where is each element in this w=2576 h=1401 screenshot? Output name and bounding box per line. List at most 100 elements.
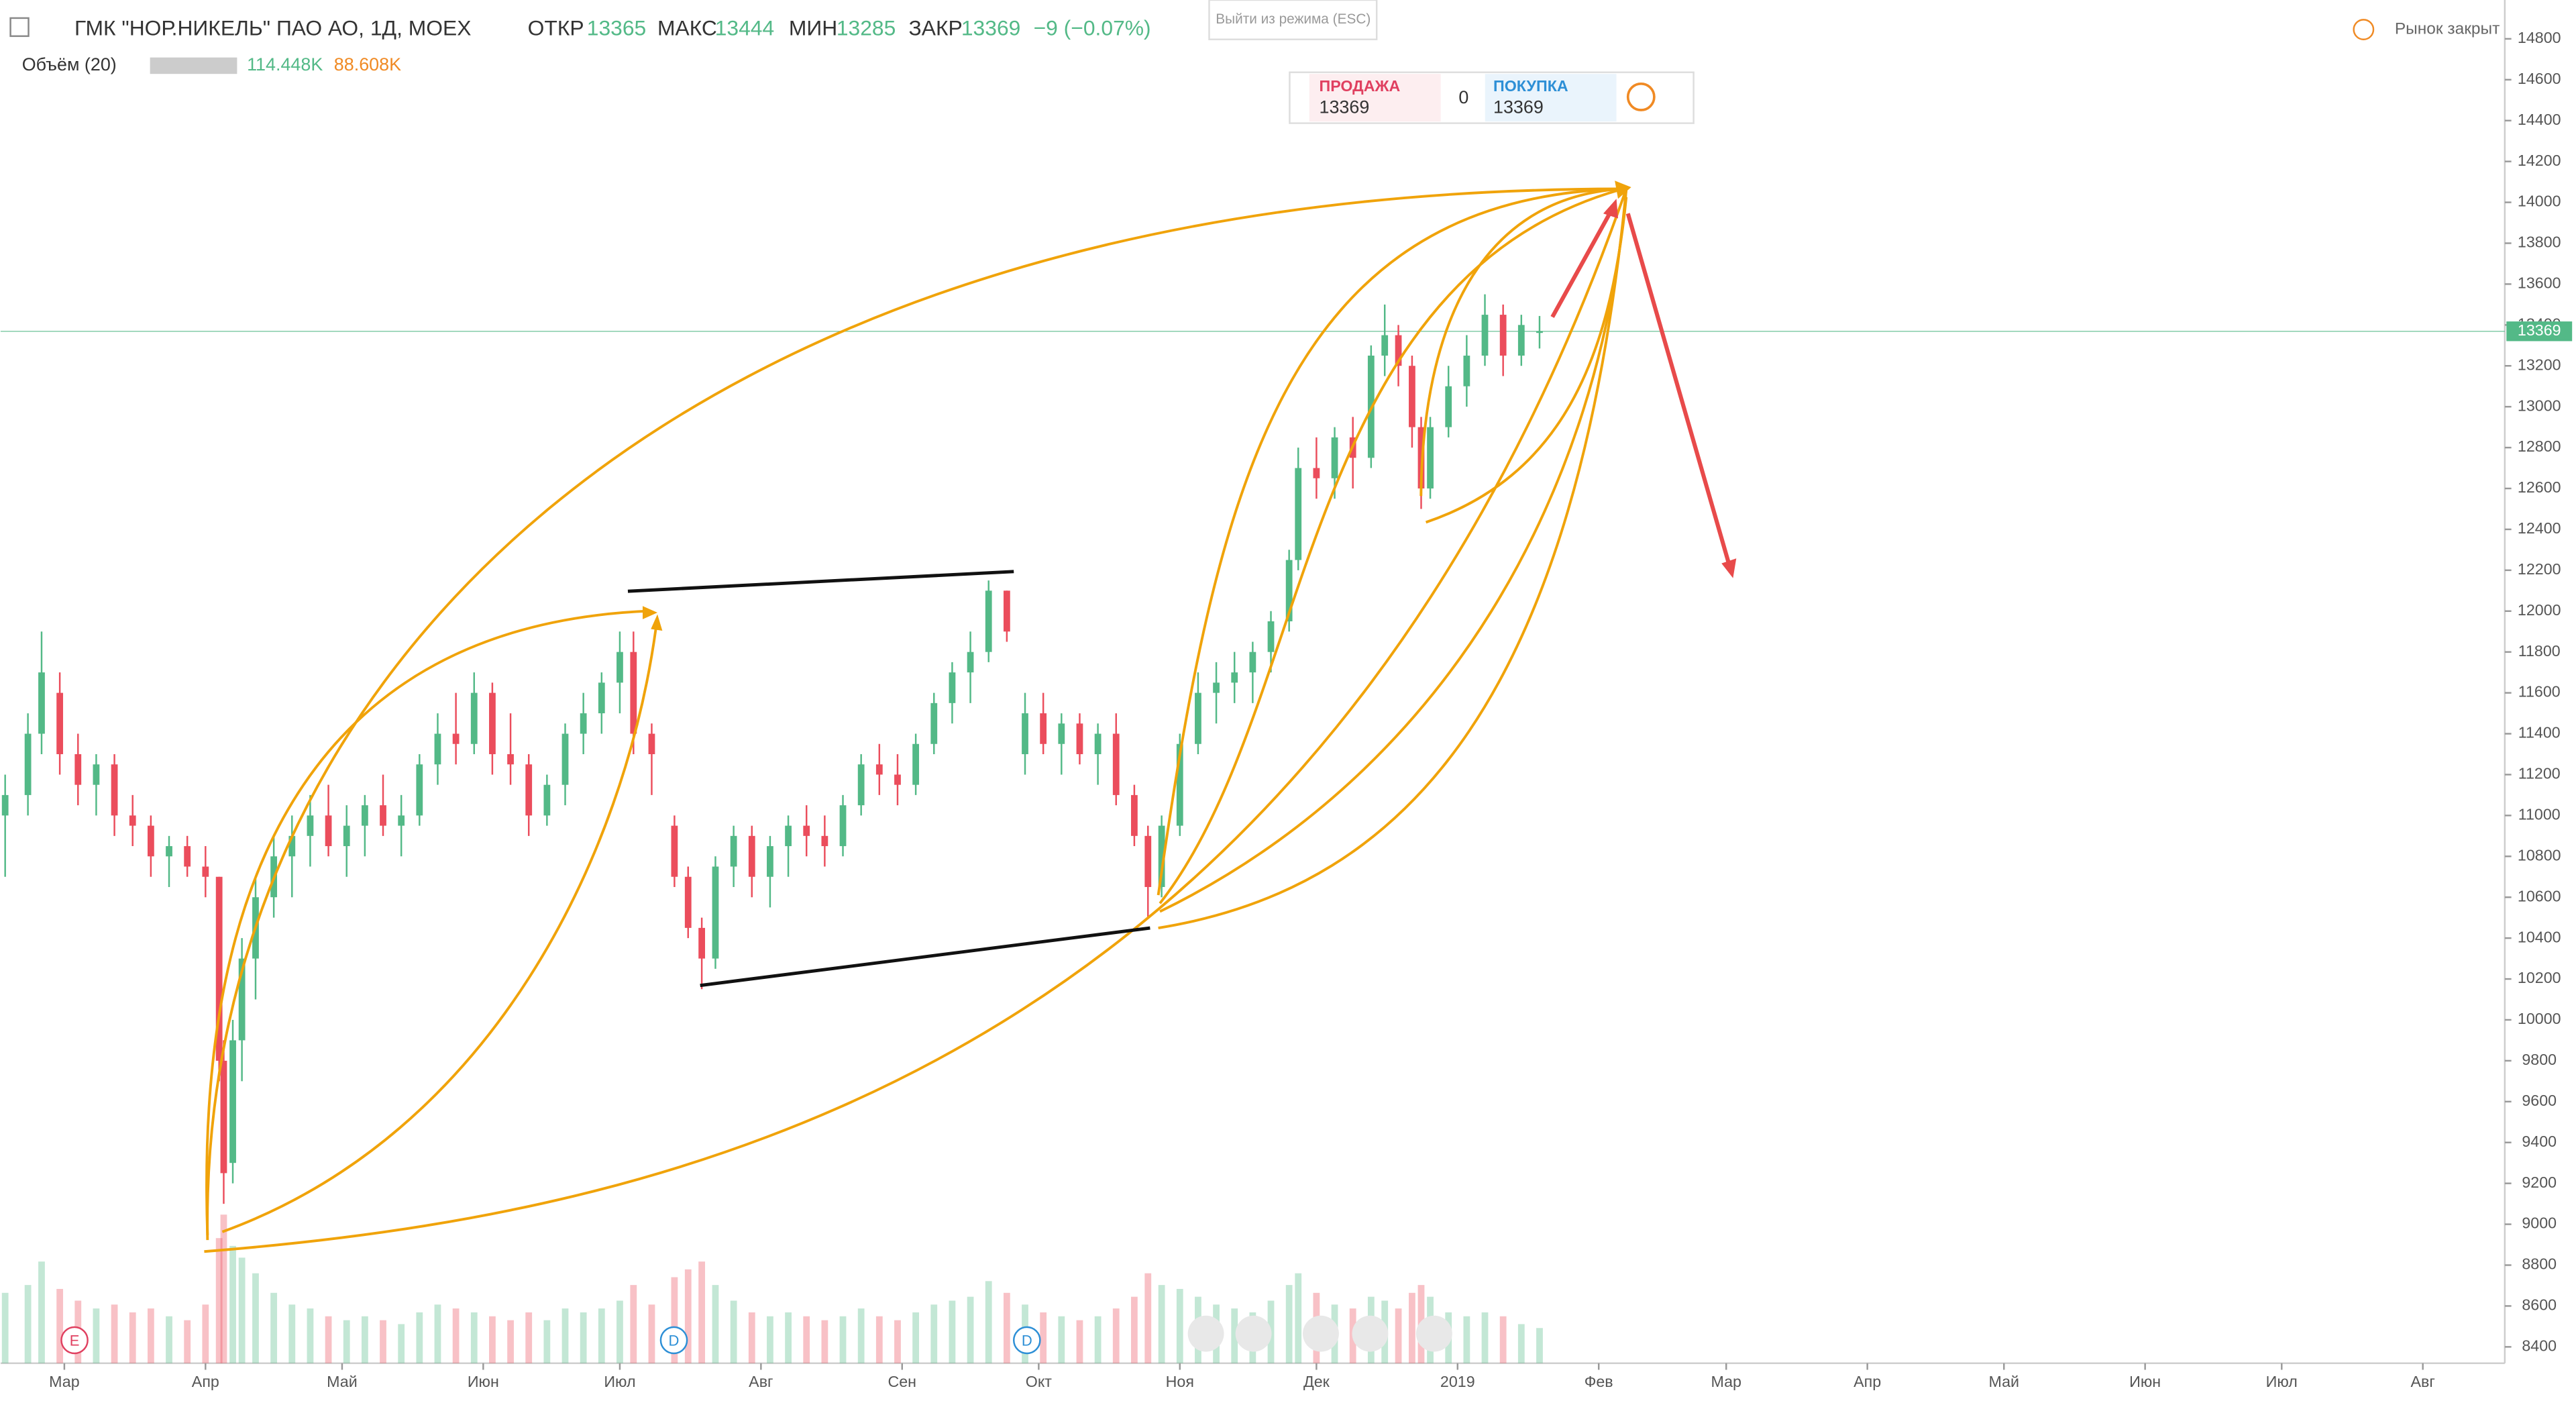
volume-bar [525, 1312, 533, 1363]
candle-body [452, 733, 460, 744]
candle-body [1195, 692, 1201, 744]
buy-label[interactable]: ПОКУПКА [1493, 77, 1568, 95]
volume-bar [821, 1320, 828, 1363]
volume-bar [1463, 1316, 1470, 1363]
volume-bar [1, 1292, 9, 1363]
header: ГМК "НОР.НИКЕЛЬ" ПАО АО, 1Д, MOEX ОТКР 1… [9, 0, 2500, 74]
volume-bar [1481, 1312, 1489, 1363]
y-tick-label: 12400 [2518, 519, 2561, 537]
candle-body [24, 733, 32, 795]
arrow-head [643, 606, 658, 619]
candle-body [1285, 560, 1293, 621]
event-label[interactable]: D [1022, 1333, 1032, 1349]
event-marker[interactable] [1012, 1326, 1041, 1355]
symbol-title[interactable]: ГМК "НОР.НИКЕЛЬ" ПАО АО, 1Д, MOEX [74, 15, 471, 40]
candle-body [434, 733, 441, 765]
volume-bar [111, 1304, 118, 1363]
zoom-in[interactable] [1235, 1315, 1272, 1352]
navigation [1187, 1315, 1452, 1352]
x-tick-label: Сен [888, 1373, 916, 1390]
drawing-arc [1158, 189, 1628, 929]
candle-body [1381, 335, 1389, 356]
candle-body [730, 835, 737, 867]
candle-body [470, 692, 478, 744]
volume-bar [1409, 1292, 1415, 1363]
y-tick-label: 14200 [2518, 152, 2561, 169]
y-tick-label: 11000 [2518, 806, 2561, 823]
volume-bar [93, 1308, 100, 1363]
y-tick-label: 10200 [2518, 969, 2561, 986]
exit-mode-text[interactable]: Выйти из режима (ESC) [1216, 11, 1371, 27]
event-label[interactable]: D [669, 1333, 680, 1349]
y-tick-label: 8800 [2522, 1255, 2557, 1273]
x-tick-label: Окт [1026, 1373, 1053, 1390]
candle-body [748, 835, 755, 877]
x-tick-label: 2019 [1440, 1373, 1475, 1390]
candle-body [56, 692, 64, 754]
candle-body [1022, 713, 1028, 754]
candle-body [1536, 331, 1543, 333]
volume-bar [1112, 1308, 1120, 1363]
sell-button[interactable] [1309, 74, 1441, 122]
high-value: 13444 [715, 15, 774, 40]
candle-body [525, 764, 533, 816]
volume-bar [698, 1261, 706, 1363]
event-marker[interactable] [659, 1326, 688, 1355]
drawing-arc [221, 629, 657, 1233]
scroll-left[interactable] [1303, 1315, 1339, 1352]
candle-body [238, 958, 246, 1041]
volume-bar [325, 1316, 332, 1363]
volume-bar [967, 1296, 974, 1363]
sell-label[interactable]: ПРОДАЖА [1320, 77, 1401, 95]
x-tick-label: Дек [1303, 1373, 1330, 1390]
status-icon [2353, 19, 2375, 40]
candle-body [785, 825, 792, 847]
volume-bar [684, 1269, 692, 1363]
volume-bar [1499, 1316, 1507, 1363]
volume-label[interactable]: Объём (20) [22, 54, 117, 74]
y-tick-label: 11200 [2518, 765, 2561, 782]
info-button[interactable] [1626, 83, 1656, 111]
volume-bar [1003, 1292, 1010, 1363]
y-tick-label: 9600 [2522, 1092, 2557, 1109]
reset[interactable] [1415, 1315, 1452, 1352]
collapse-button[interactable] [9, 17, 30, 38]
volume-bar [1058, 1316, 1065, 1363]
y-tick-label: 11400 [2518, 724, 2561, 741]
candle-body [1409, 366, 1415, 427]
buy-price[interactable]: 13369 [1493, 97, 1544, 117]
volume-value: 114.448K [247, 54, 323, 74]
y-tick-label: 12000 [2518, 601, 2561, 619]
candle-body [1395, 335, 1402, 366]
buy-button[interactable] [1485, 74, 1617, 122]
candle-body [416, 764, 423, 816]
exit-mode-button[interactable] [1208, 0, 1378, 40]
candle-body [949, 672, 956, 703]
candle-body [1058, 723, 1065, 744]
x-tick-label: Ноя [1166, 1373, 1194, 1390]
indicator-buttons[interactable] [150, 57, 237, 74]
y-tick-label: 11800 [2518, 642, 2561, 660]
event-label[interactable]: E [70, 1333, 80, 1349]
event-marker[interactable] [60, 1326, 89, 1355]
candle-body [1112, 733, 1120, 795]
scroll-right[interactable] [1352, 1315, 1389, 1352]
candle-body [74, 754, 82, 785]
zoom-out[interactable] [1187, 1315, 1224, 1352]
volume-bar [785, 1312, 792, 1363]
volume-bar [930, 1304, 938, 1363]
candle-body [580, 713, 587, 734]
candle-body [712, 866, 719, 959]
volume-bar [1131, 1296, 1138, 1363]
candle-body [671, 825, 678, 877]
x-tick-label: Май [1988, 1373, 2019, 1390]
drawing-arc [1419, 187, 1623, 497]
y-tick-label: 13600 [2518, 274, 2561, 292]
candle-body [1499, 315, 1507, 356]
sell-price[interactable]: 13369 [1320, 97, 1370, 117]
y-tick-label: 9200 [2522, 1174, 2557, 1191]
candle-body [698, 927, 706, 959]
close-value: 13369 [961, 15, 1020, 40]
